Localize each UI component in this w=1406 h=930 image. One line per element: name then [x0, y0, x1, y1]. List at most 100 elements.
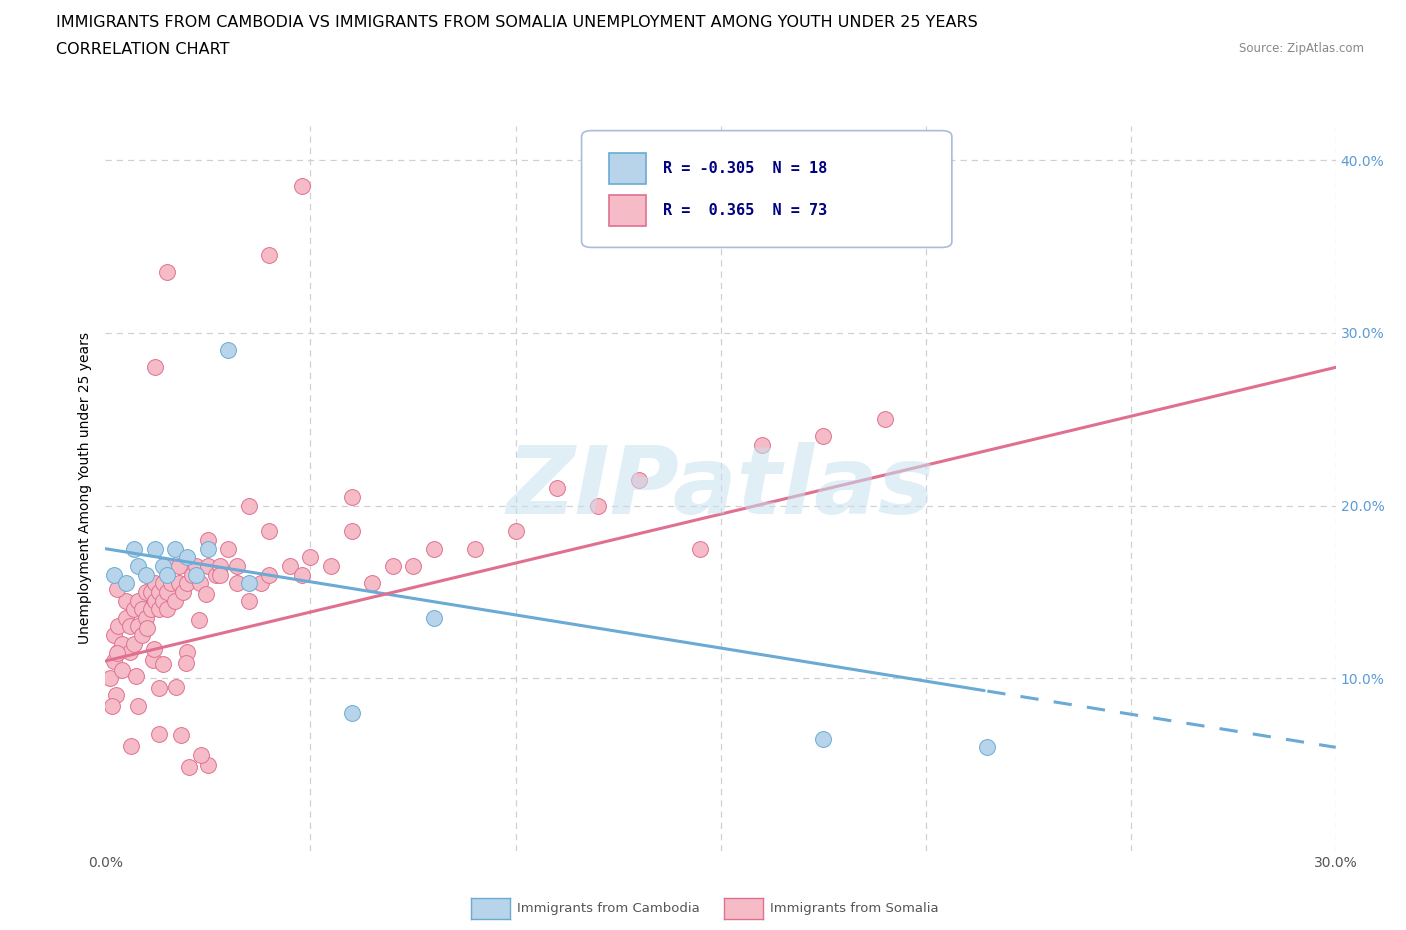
- Point: [751, 438, 773, 453]
- Point: [197, 533, 219, 548]
- Point: [135, 610, 157, 625]
- Point: [176, 576, 198, 591]
- Point: [111, 636, 134, 651]
- Point: [115, 593, 138, 608]
- Point: [120, 739, 142, 754]
- Point: [160, 576, 183, 591]
- Point: [291, 179, 314, 193]
- Text: R =  0.365  N = 73: R = 0.365 N = 73: [662, 203, 827, 218]
- Text: CORRELATION CHART: CORRELATION CHART: [56, 42, 229, 57]
- Point: [299, 550, 322, 565]
- Point: [165, 679, 187, 694]
- Point: [225, 576, 247, 591]
- Point: [131, 628, 153, 643]
- Point: [165, 541, 187, 556]
- Point: [340, 489, 363, 504]
- Point: [291, 567, 314, 582]
- Point: [152, 559, 174, 574]
- Point: [103, 628, 125, 643]
- Point: [135, 584, 157, 599]
- Point: [127, 559, 149, 574]
- Point: [131, 602, 153, 617]
- Point: [188, 613, 211, 628]
- Point: [152, 593, 174, 608]
- Point: [152, 657, 174, 671]
- Point: [184, 559, 207, 574]
- Point: [209, 567, 232, 582]
- Point: [546, 481, 568, 496]
- Point: [143, 541, 166, 556]
- Point: [169, 559, 191, 574]
- Point: [689, 541, 711, 556]
- Point: [115, 610, 138, 625]
- Point: [238, 576, 260, 591]
- Point: [105, 582, 128, 597]
- Point: [422, 541, 444, 556]
- Point: [156, 265, 179, 280]
- Point: [190, 748, 212, 763]
- Point: [122, 602, 145, 617]
- Point: [136, 620, 159, 635]
- Point: [218, 541, 240, 556]
- Point: [165, 593, 187, 608]
- Point: [107, 619, 129, 634]
- Point: [176, 550, 198, 565]
- Point: [143, 593, 166, 608]
- Point: [148, 602, 170, 617]
- Point: [142, 653, 165, 668]
- Point: [111, 662, 134, 677]
- FancyBboxPatch shape: [609, 195, 645, 226]
- Point: [278, 559, 301, 574]
- Point: [152, 576, 174, 591]
- Point: [259, 247, 281, 262]
- Point: [156, 584, 179, 599]
- Point: [105, 687, 128, 702]
- Point: [381, 559, 404, 574]
- Point: [259, 524, 281, 538]
- Point: [361, 576, 384, 591]
- Point: [627, 472, 650, 487]
- Point: [319, 559, 342, 574]
- Point: [143, 642, 166, 657]
- Point: [188, 576, 211, 591]
- Point: [194, 587, 217, 602]
- Point: [180, 567, 202, 582]
- Point: [160, 559, 183, 574]
- FancyBboxPatch shape: [582, 130, 952, 247]
- Point: [209, 559, 232, 574]
- Point: [422, 610, 444, 625]
- Point: [505, 524, 527, 538]
- Point: [122, 636, 145, 651]
- Point: [170, 727, 193, 742]
- Point: [105, 645, 128, 660]
- Point: [172, 584, 194, 599]
- Point: [148, 681, 170, 696]
- Point: [139, 602, 162, 617]
- Point: [125, 669, 148, 684]
- Point: [127, 593, 149, 608]
- Y-axis label: Unemployment Among Youth under 25 years: Unemployment Among Youth under 25 years: [79, 332, 93, 644]
- Point: [218, 342, 240, 357]
- Point: [176, 644, 198, 659]
- Point: [135, 567, 157, 582]
- Text: ZIPatlas: ZIPatlas: [506, 443, 935, 534]
- Point: [464, 541, 486, 556]
- Point: [402, 559, 425, 574]
- Point: [340, 524, 363, 538]
- Point: [107, 644, 129, 659]
- Point: [873, 412, 896, 427]
- Point: [340, 705, 363, 720]
- Text: Immigrants from Somalia: Immigrants from Somalia: [770, 902, 939, 915]
- Point: [184, 567, 207, 582]
- Text: IMMIGRANTS FROM CAMBODIA VS IMMIGRANTS FROM SOMALIA UNEMPLOYMENT AMONG YOUTH UND: IMMIGRANTS FROM CAMBODIA VS IMMIGRANTS F…: [56, 15, 979, 30]
- Point: [197, 541, 219, 556]
- Point: [238, 593, 260, 608]
- Point: [148, 726, 170, 741]
- Point: [148, 584, 170, 599]
- Point: [176, 656, 198, 671]
- Point: [238, 498, 260, 513]
- Point: [143, 576, 166, 591]
- Point: [811, 429, 834, 444]
- Point: [156, 602, 179, 617]
- Point: [169, 576, 191, 591]
